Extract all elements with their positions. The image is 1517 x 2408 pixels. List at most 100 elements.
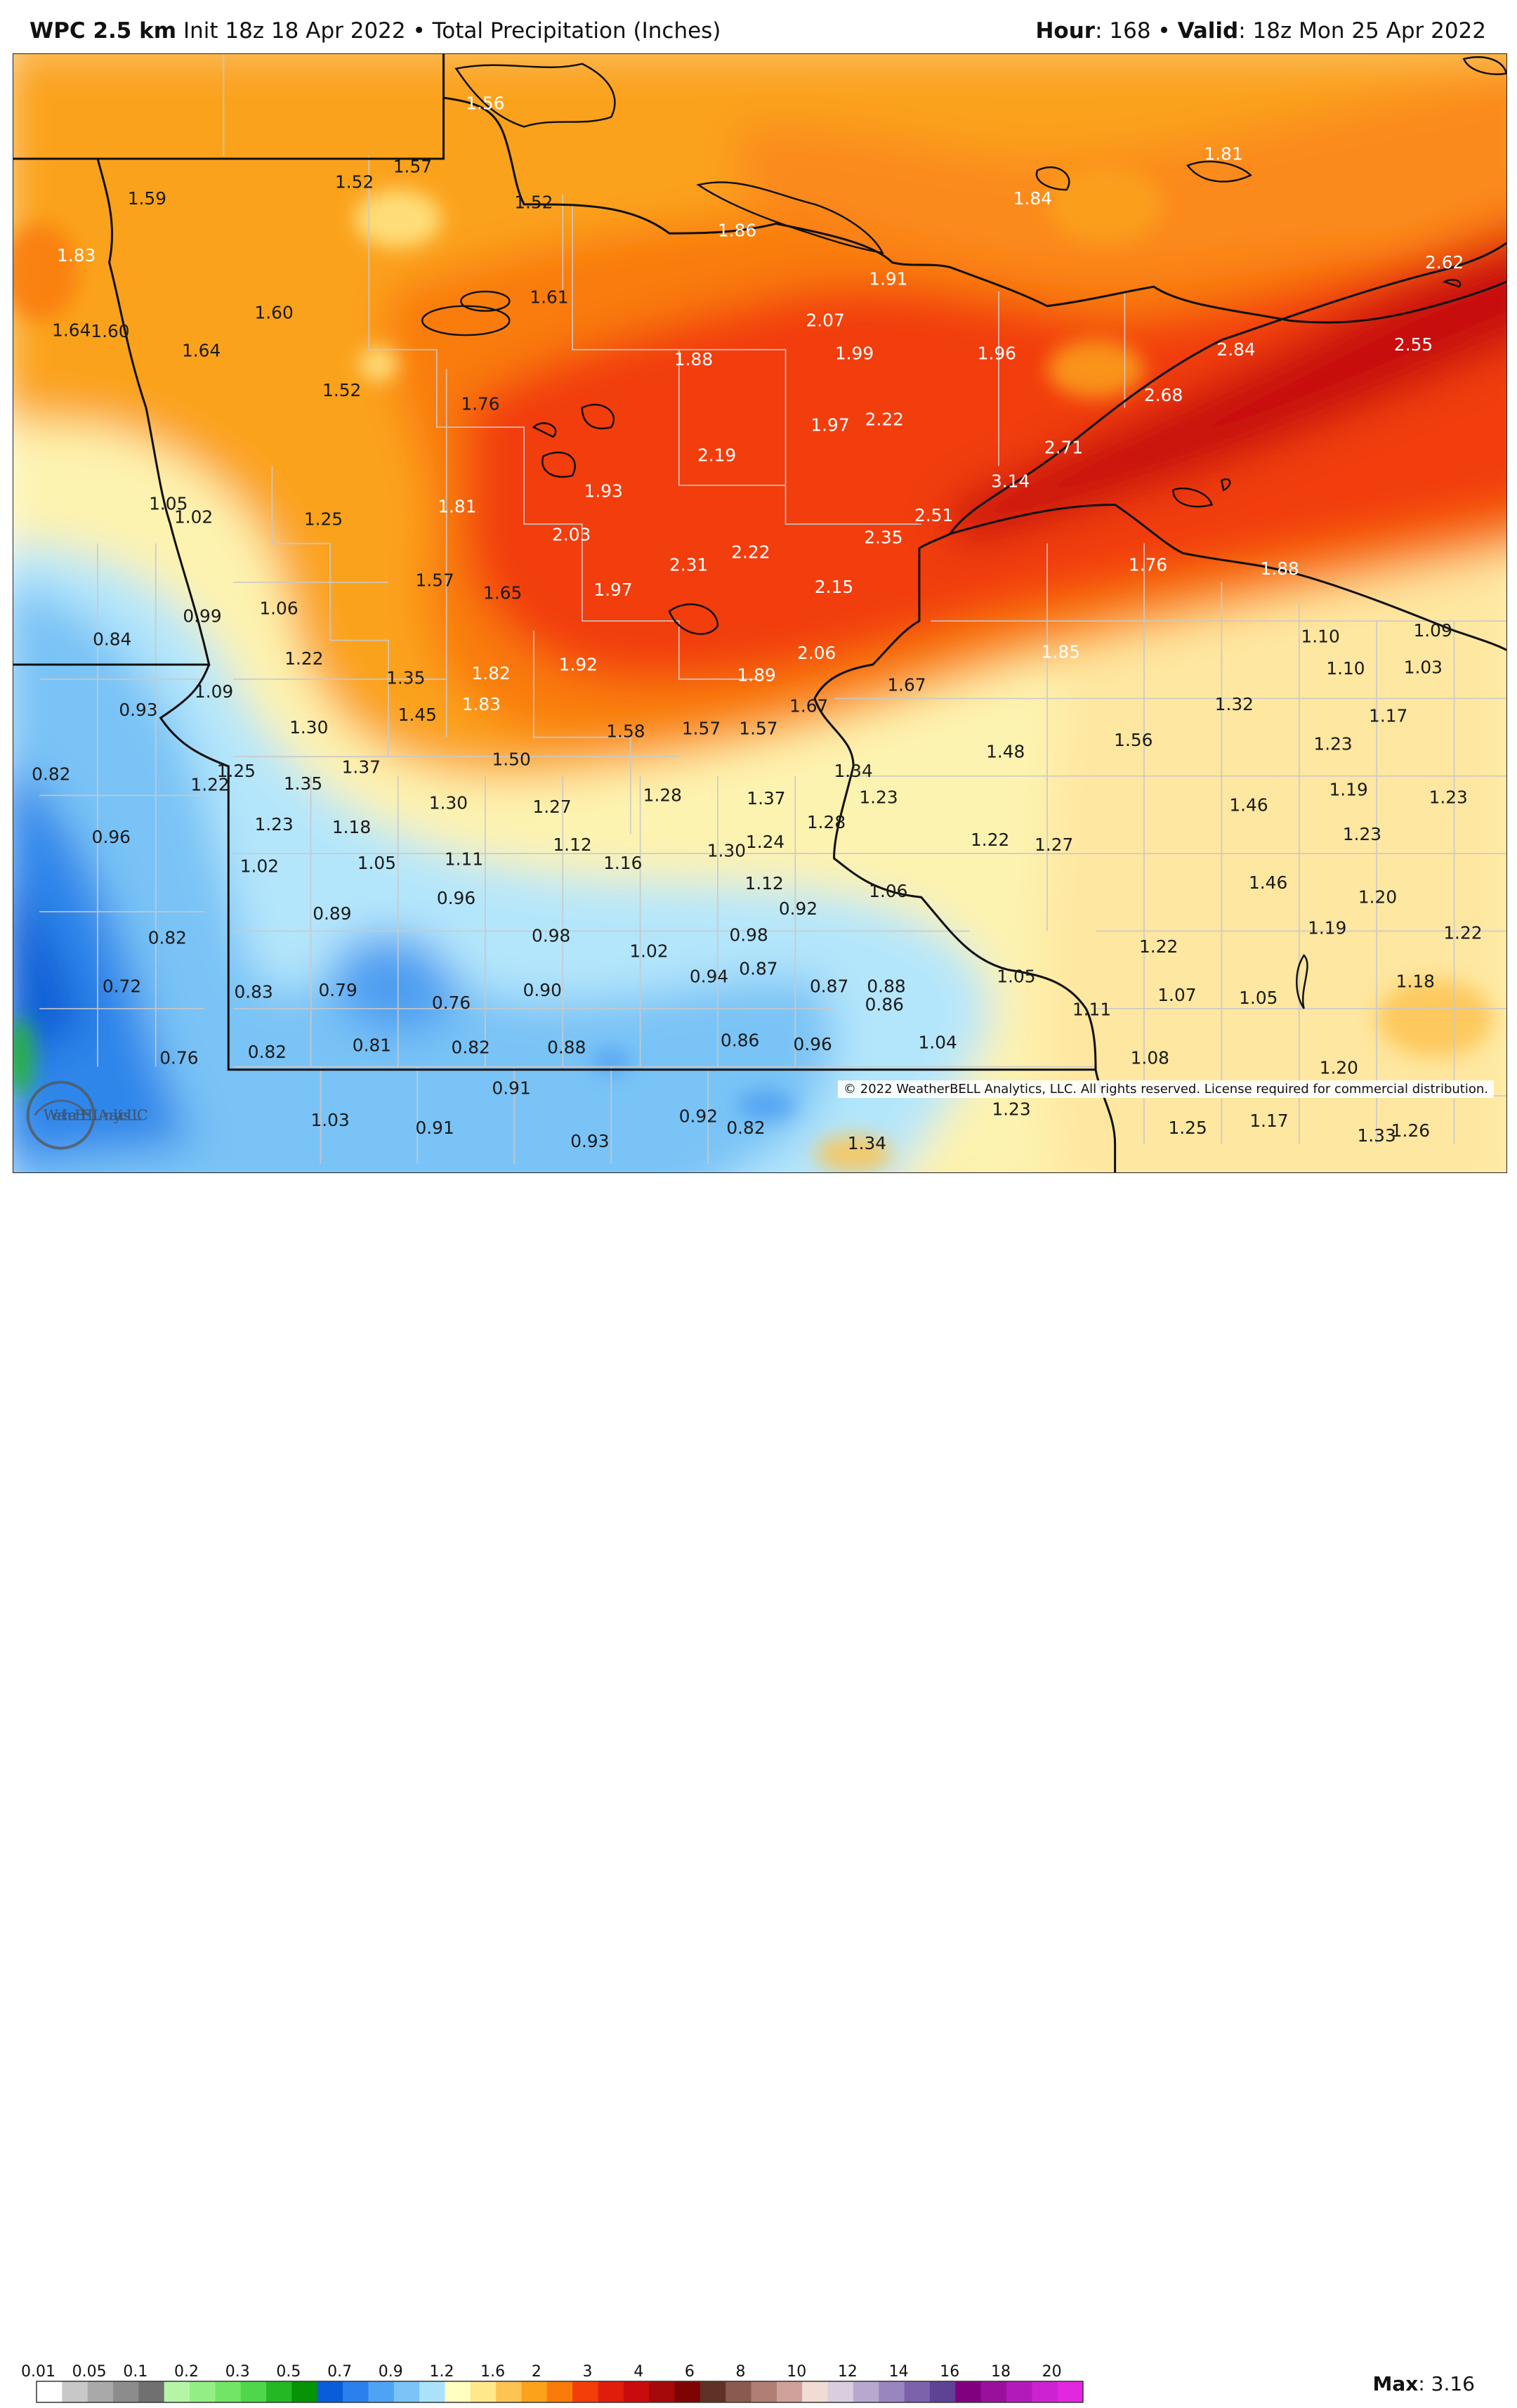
precip-value-label: 1.81 — [438, 497, 476, 517]
precip-value-label: 1.11 — [445, 849, 483, 870]
precip-fill — [13, 54, 1506, 1172]
precip-value-label: 1.04 — [919, 1032, 957, 1052]
precip-value-label: 1.05 — [357, 853, 396, 873]
precip-value-label: 2.07 — [806, 310, 844, 331]
precip-value-label: 1.11 — [1072, 1000, 1111, 1020]
precip-value-label: 1.17 — [1249, 1111, 1288, 1131]
legend-swatch — [62, 2381, 88, 2402]
valid-time-info: Hour: 168 • Valid: 18z Mon 25 Apr 2022 — [1035, 18, 1486, 44]
precip-value-label: 1.45 — [398, 705, 437, 725]
precip-value-label: 1.06 — [259, 598, 298, 618]
precip-value-label: 1.07 — [1157, 985, 1196, 1005]
precip-value-label: 0.82 — [148, 927, 187, 948]
precip-value-label: 1.25 — [304, 509, 343, 529]
precip-value-label: 1.18 — [1396, 971, 1435, 992]
precip-value-label: 1.97 — [593, 580, 632, 600]
precip-value-label: 0.99 — [183, 606, 221, 626]
precip-value-label: 2.55 — [1394, 334, 1433, 355]
legend-swatch — [546, 2381, 573, 2402]
legend-tick-label: 6 — [684, 2363, 695, 2381]
precip-value-label: 1.19 — [1329, 779, 1367, 799]
precip-value-label: 1.37 — [342, 757, 381, 778]
precip-value-label: 0.86 — [865, 995, 904, 1015]
county-lines — [39, 54, 1506, 1164]
title-separator: • — [412, 18, 426, 44]
legend-swatch — [853, 2381, 879, 2402]
precip-value-label: 1.16 — [603, 853, 642, 873]
precip-value-label: 0.84 — [93, 629, 131, 650]
legend-tick-label: 0.9 — [378, 2363, 403, 2381]
precip-value-label: 0.82 — [726, 1118, 765, 1138]
precip-value-label: 1.02 — [174, 507, 213, 528]
precip-value-label: 1.26 — [1391, 1120, 1430, 1141]
precip-value-label: 1.86 — [718, 220, 756, 240]
legend-swatch — [1057, 2381, 1084, 2402]
precip-value-label: 1.27 — [1035, 835, 1073, 855]
precip-value-label: 0.93 — [119, 700, 157, 720]
legend-swatch — [751, 2381, 777, 2402]
legend-swatch — [368, 2381, 395, 2402]
precip-value-label: 1.52 — [335, 171, 374, 192]
legend-tick-label: 10 — [787, 2363, 807, 2381]
precip-value-label: 1.52 — [322, 380, 361, 400]
precip-value-label: 1.34 — [834, 761, 872, 781]
precip-value-label: 1.35 — [284, 773, 322, 794]
precip-value-label: 0.87 — [810, 976, 848, 996]
precip-value-label: 0.79 — [319, 980, 357, 1000]
precip-value-label: 1.33 — [1357, 1125, 1395, 1146]
valid-label: Valid — [1177, 18, 1239, 44]
legend-swatch — [317, 2381, 343, 2402]
precip-value-label: 1.23 — [859, 787, 898, 807]
legend-swatch — [291, 2381, 318, 2402]
precip-value-label: 1.18 — [332, 817, 371, 837]
legend-swatch — [598, 2381, 624, 2402]
logo-text: WeatherBELL Analytics LLC — [44, 1107, 148, 1124]
precip-value-label: 1.10 — [1326, 658, 1365, 679]
precip-value-label: 2.71 — [1044, 437, 1083, 457]
precip-value-label: 0.86 — [721, 1030, 759, 1051]
precip-value-label: 1.09 — [1413, 620, 1452, 641]
precip-value-label: 0.93 — [570, 1131, 609, 1151]
legend-swatch — [343, 2381, 369, 2402]
precip-value-label: 1.22 — [971, 830, 1009, 850]
precip-value-label: 1.57 — [739, 718, 777, 738]
precip-value-label: 0.98 — [729, 924, 768, 945]
precip-value-label: 1.08 — [1131, 1047, 1169, 1068]
precip-value-label: 1.60 — [254, 303, 293, 323]
precip-value-label: 1.65 — [483, 582, 522, 603]
precip-value-label: 2.03 — [552, 525, 591, 545]
precip-value-label: 1.30 — [289, 717, 328, 738]
precip-value-label: 0.76 — [159, 1047, 198, 1068]
precip-value-labels: 1.56 1.57 1.52 1.59 1.52 1.86 1.84 1.81 1.83 2.62… — [32, 93, 1482, 1153]
legend-swatch — [623, 2381, 650, 2402]
precip-value-label: 1.02 — [240, 856, 279, 876]
valid-value: : 18z Mon 25 Apr 2022 — [1238, 18, 1486, 44]
precip-value-label: 2.51 — [914, 505, 953, 525]
precip-value-label: 1.57 — [682, 718, 721, 738]
precip-value-label: 1.52 — [514, 192, 553, 212]
valid-separator: • — [1157, 18, 1171, 44]
precip-value-label: 1.59 — [128, 188, 166, 209]
precip-value-label: 1.97 — [810, 415, 849, 436]
precip-value-label: 1.25 — [1168, 1118, 1207, 1138]
precip-value-label: 0.91 — [492, 1078, 530, 1098]
precip-value-label: 1.05 — [997, 967, 1035, 987]
precip-value-label: 1.02 — [629, 941, 668, 962]
precip-value-label: 0.88 — [867, 976, 905, 996]
precip-value-label: 0.96 — [794, 1034, 832, 1054]
precip-value-label: 1.06 — [869, 881, 907, 901]
precip-value-label: 1.22 — [190, 774, 229, 794]
legend-tick-label: 14 — [888, 2363, 909, 2381]
legend-swatch — [215, 2381, 242, 2402]
precip-value-label: 1.67 — [887, 674, 926, 695]
legend-swatch — [240, 2381, 267, 2402]
legend-swatch — [700, 2381, 726, 2402]
legend-swatch — [904, 2381, 931, 2402]
precipitation-map[interactable]: 1.56 1.57 1.52 1.59 1.52 1.86 1.84 1.81 1.83 2.62… — [13, 53, 1507, 1173]
legend-swatch — [470, 2381, 497, 2402]
precip-value-label: 1.28 — [807, 812, 846, 832]
model-name: WPC 2.5 km — [29, 18, 177, 44]
precip-value-label: 1.03 — [310, 1110, 349, 1130]
precip-value-label: 2.22 — [865, 409, 904, 429]
precip-value-label: 0.92 — [679, 1106, 718, 1126]
